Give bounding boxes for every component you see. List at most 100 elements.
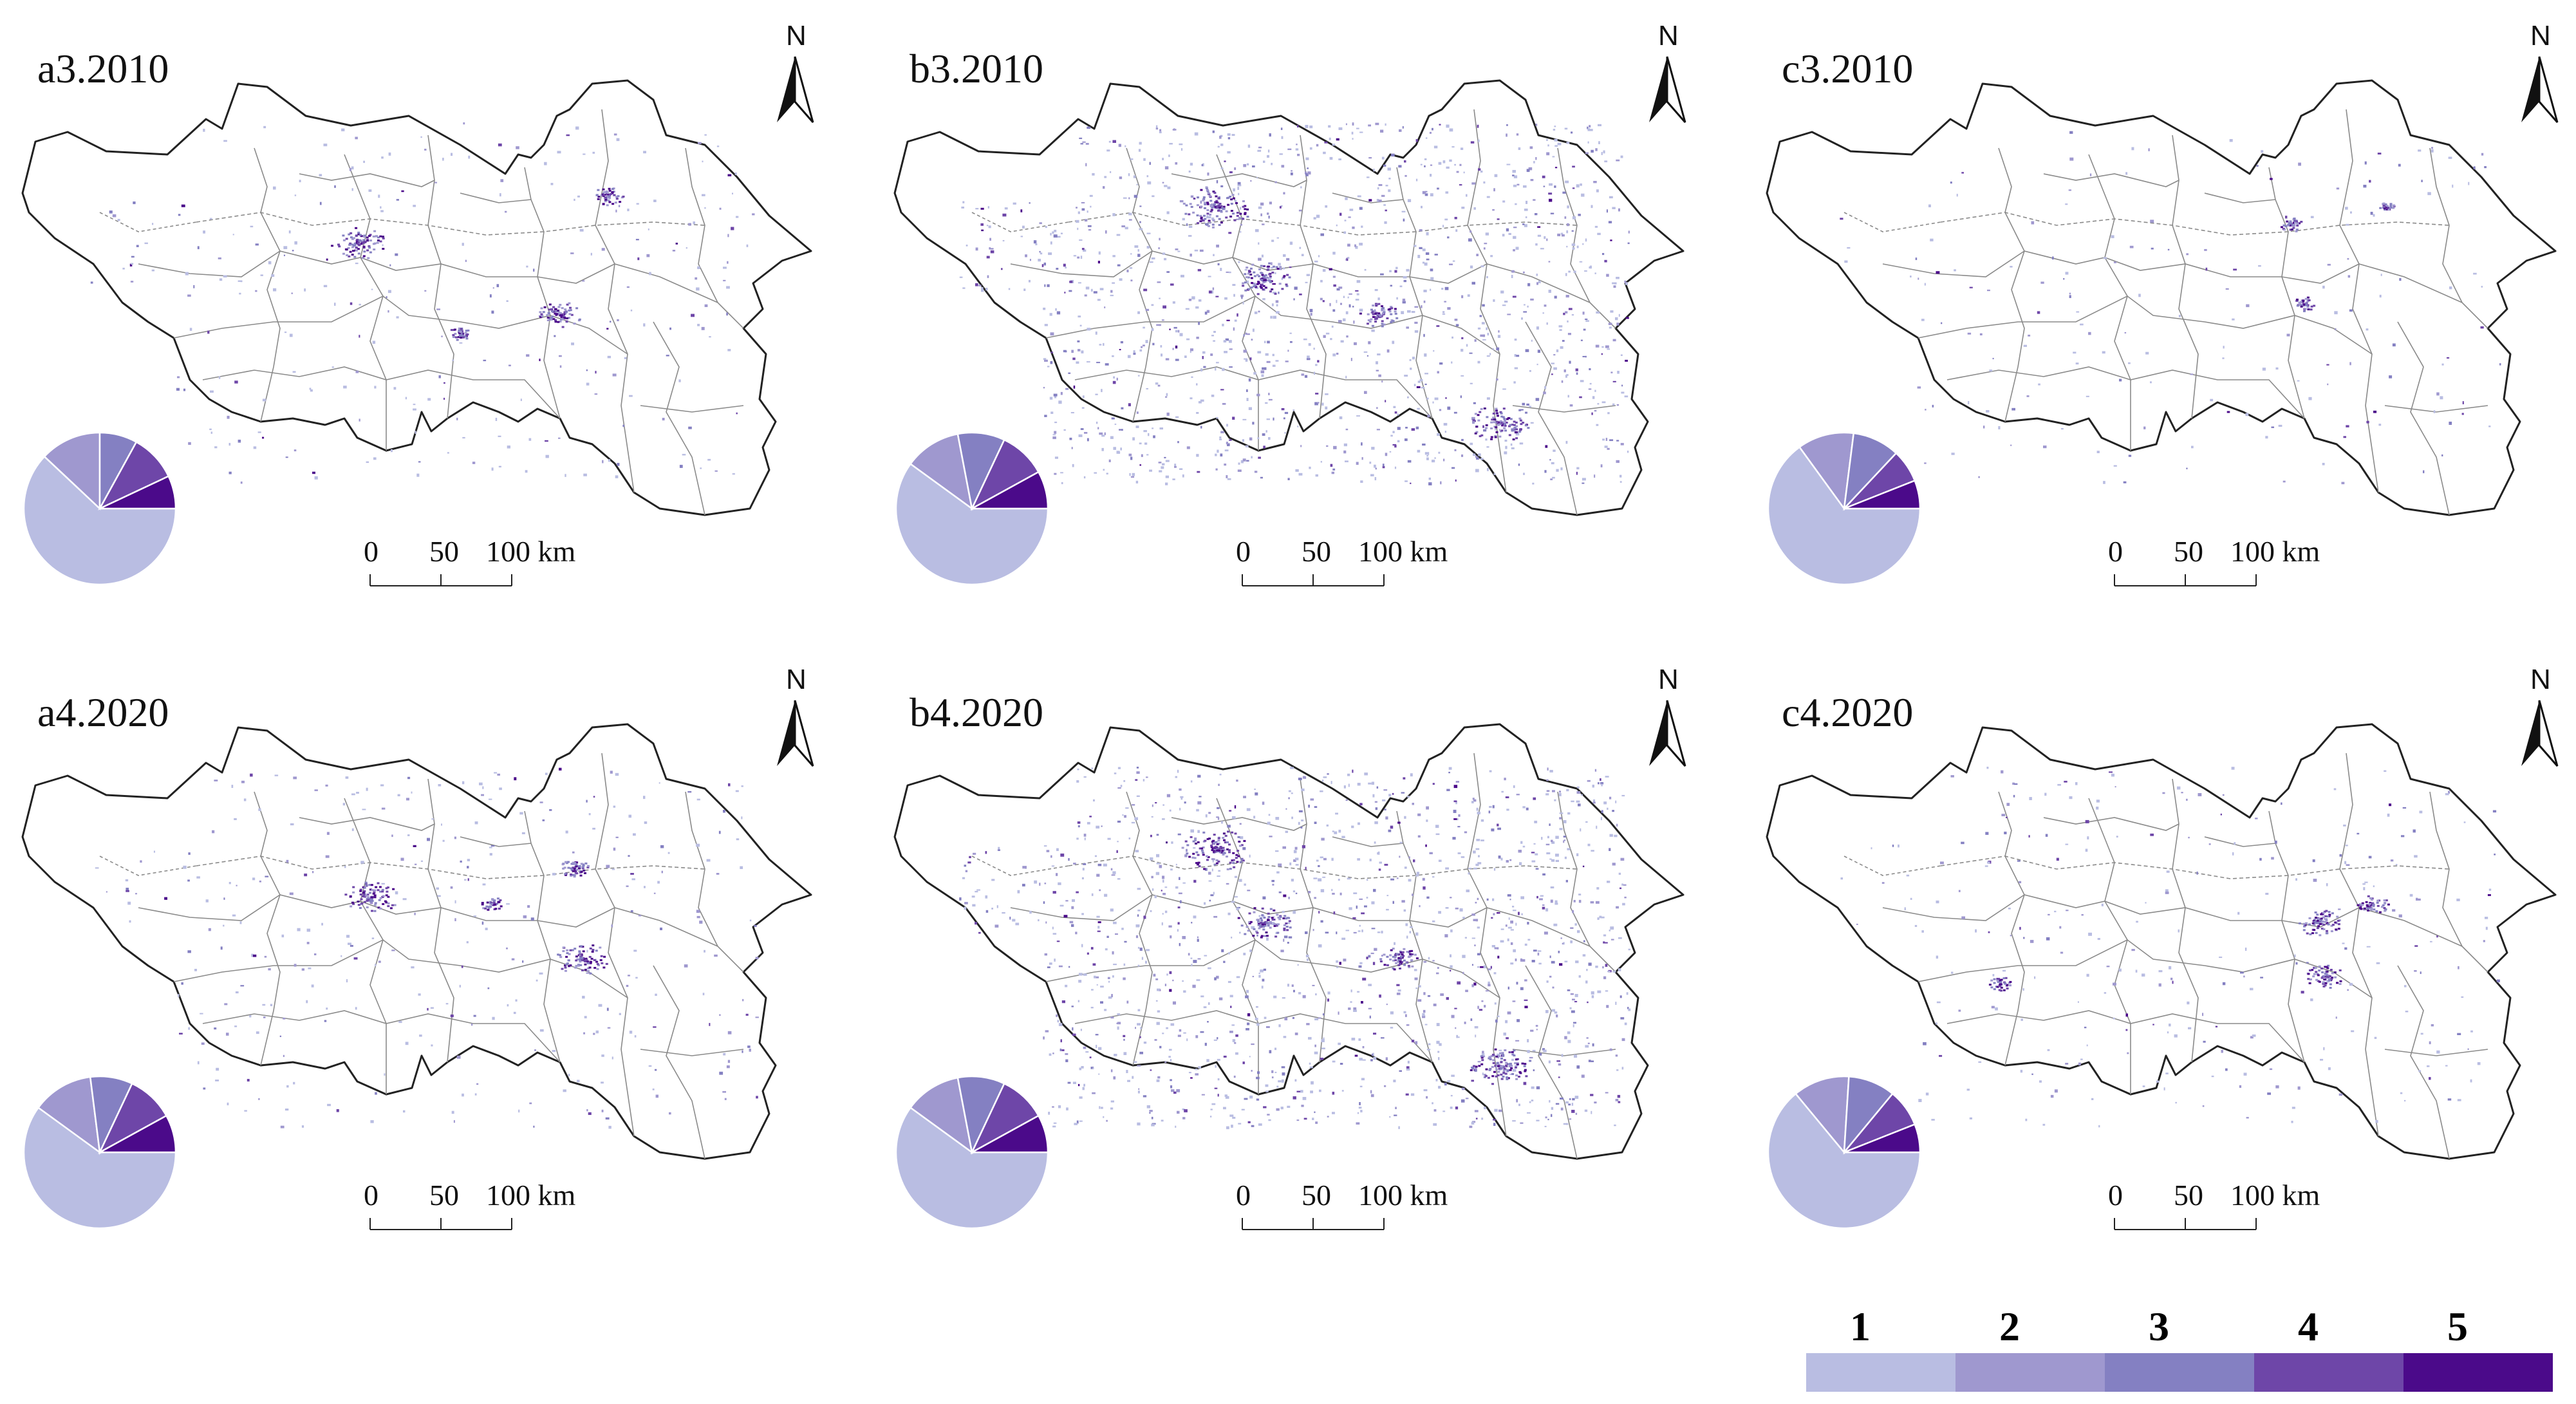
scale-bar: 0 50 100 km [364, 1179, 576, 1230]
region-map [893, 723, 1685, 1160]
pie-slice-class-2 [37, 1076, 101, 1154]
pie-slice-class-5 [1843, 479, 1921, 510]
panel-label: b4.2020 [910, 689, 1043, 735]
scale-bar-label: 50 [429, 535, 459, 568]
class-patches [959, 767, 1631, 1130]
class-patches [95, 767, 759, 1129]
class-patches [1840, 131, 2501, 485]
scale-bar-label: 50 [2174, 535, 2203, 568]
scale-bar-label: 0 [1236, 535, 1251, 568]
scale-bar-label: 100 km [2230, 1179, 2320, 1212]
class-patches [1840, 767, 2500, 1128]
pie-slice-class-4 [98, 1082, 168, 1154]
scale-bar-label: 0 [364, 535, 378, 568]
pie-slice-class-3 [1843, 1075, 1894, 1155]
pie-slice-class-5 [99, 1114, 177, 1154]
pie-slice-class-4 [98, 440, 170, 510]
pie-slice-class-2 [909, 433, 973, 510]
pie-slice-class-3 [1843, 432, 1898, 511]
legend-swatch-5 [2403, 1353, 2553, 1392]
region-map [893, 79, 1685, 516]
scale-bar-label: 100 km [486, 535, 576, 568]
pie-slice-class-3 [957, 1075, 1005, 1156]
pie-slice-class-2 [1795, 1075, 1850, 1155]
class-pie-chart [23, 431, 177, 586]
panel-a4: a4.2020 N 0 50 100 km [21, 664, 814, 1230]
scale-bar: 0 50 100 km [1236, 1179, 1448, 1230]
legend-swatch-1 [1806, 1353, 1955, 1392]
pie-slice-class-1 [895, 1106, 1049, 1230]
pie-slice-class-1 [23, 1106, 177, 1230]
class-pie-chart [895, 431, 1049, 586]
region-map [21, 723, 812, 1160]
scale-bar-label: 100 km [1358, 535, 1448, 568]
scale-bar-label: 100 km [1358, 1179, 1448, 1212]
region-map [1766, 79, 2557, 516]
scale-bar-label: 50 [2174, 1179, 2203, 1212]
north-arrow-icon: N [777, 664, 814, 767]
panel-c3: c3.2010 N 0 50 100 km [1766, 20, 2559, 586]
pie-slice-class-1 [1767, 445, 1921, 586]
panel-label: c3.2010 [1782, 46, 1913, 91]
class-patches [959, 122, 1630, 485]
scale-bar: 0 50 100 km [1236, 535, 1448, 586]
legend-label-3: 3 [2149, 1304, 2169, 1349]
classification-legend: 1 2 3 4 5 [1806, 1304, 2553, 1392]
svg-text:N: N [1658, 20, 1679, 51]
scale-bar: 0 50 100 km [364, 535, 576, 586]
class-pie-chart [1767, 1075, 1921, 1230]
svg-text:N: N [786, 664, 807, 695]
north-arrow-icon: N [2521, 20, 2559, 123]
scale-bar-label: 50 [429, 1179, 459, 1212]
pie-slice-class-1 [1767, 1092, 1921, 1230]
pie-slice-class-5 [1843, 1123, 1921, 1154]
pie-slice-class-5 [971, 1114, 1049, 1154]
panel-label: b3.2010 [910, 46, 1043, 91]
region-map [21, 79, 812, 516]
svg-text:N: N [2530, 20, 2551, 51]
pie-slice-class-1 [895, 462, 1049, 586]
scale-bar-label: 0 [1236, 1179, 1251, 1212]
svg-text:N: N [786, 20, 807, 51]
class-pie-chart [23, 1075, 177, 1230]
legend-swatch-2 [1955, 1353, 2105, 1392]
north-arrow-icon: N [2521, 664, 2559, 767]
scale-bar-label: 50 [1302, 1179, 1331, 1212]
legend-label-5: 5 [2447, 1304, 2468, 1349]
pie-slice-class-2 [1798, 431, 1855, 511]
pie-slice-class-4 [970, 1082, 1040, 1154]
panel-b3: b3.2010 N 0 50 100 km [893, 20, 1686, 586]
legend-label-1: 1 [1850, 1304, 1871, 1349]
class-pie-chart [1767, 431, 1921, 586]
scale-bar-label: 0 [364, 1179, 378, 1212]
map-panels: a3.2010 N 0 50 100 km b3.2010 N 0 50 100 km c3.201… [21, 20, 2559, 1230]
pie-slice-class-3 [957, 431, 1005, 512]
pie-slice-class-5 [971, 471, 1049, 510]
panel-label: a3.2010 [37, 46, 169, 91]
pie-slice-class-1 [23, 455, 177, 586]
panel-label: c4.2020 [1782, 689, 1913, 735]
legend-label-2: 2 [1999, 1304, 2020, 1349]
class-patches [90, 122, 755, 484]
panel-c4: c4.2020 N 0 50 100 km [1766, 664, 2559, 1230]
scale-bar-label: 100 km [2230, 535, 2320, 568]
pie-slice-class-5 [99, 475, 177, 510]
scale-bar-label: 100 km [486, 1179, 576, 1212]
legend-label-4: 4 [2298, 1304, 2319, 1349]
north-arrow-icon: N [777, 20, 814, 123]
region-map [1766, 723, 2557, 1160]
north-arrow-icon: N [1649, 664, 1686, 767]
legend-swatch-3 [2105, 1353, 2254, 1392]
pie-slice-class-2 [43, 431, 101, 510]
scale-bar: 0 50 100 km [2108, 1179, 2320, 1230]
class-pie-chart [895, 1075, 1049, 1230]
pie-slice-class-4 [970, 438, 1040, 510]
scale-bar-label: 0 [2108, 1179, 2123, 1212]
legend-swatch-4 [2254, 1353, 2403, 1392]
pie-slice-class-2 [909, 1076, 973, 1154]
scale-bar: 0 50 100 km [2108, 535, 2320, 586]
panel-b4: b4.2020 N 0 50 100 km [893, 664, 1686, 1230]
scale-bar-label: 50 [1302, 535, 1331, 568]
north-arrow-icon: N [1649, 20, 1686, 123]
